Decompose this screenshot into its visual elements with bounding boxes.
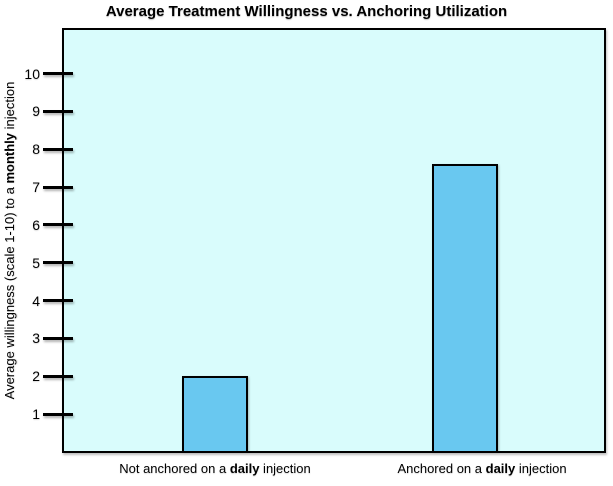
x-label-1-suffix: injection — [259, 461, 311, 476]
y-tick-mark-2 — [43, 374, 73, 378]
y-tick-label-2: 2 — [32, 368, 40, 385]
bar-anchored — [431, 164, 498, 451]
y-axis-title: Average willingness (scale 1-10) to a mo… — [2, 28, 18, 453]
plot-area — [62, 28, 606, 453]
y-axis-title-prefix: Average willingness (scale 1-10) to a — [2, 183, 17, 400]
x-label-2-suffix: injection — [515, 461, 567, 476]
y-tick-mark-10 — [43, 72, 73, 75]
y-tick-mark-5 — [43, 261, 73, 265]
x-tick-label-not-anchored: Not anchored on a daily injection — [65, 461, 365, 476]
y-tick-label-3: 3 — [32, 330, 40, 347]
x-label-1-bold: daily — [229, 461, 260, 476]
y-tick-label-6: 6 — [32, 216, 40, 233]
y-tick-label-5: 5 — [32, 254, 40, 271]
x-tick-label-anchored: Anchored on a daily injection — [332, 461, 613, 476]
y-tick-mark-8 — [43, 147, 73, 151]
y-tick-mark-9 — [43, 109, 73, 113]
x-label-2-bold: daily — [485, 461, 516, 476]
y-tick-label-4: 4 — [32, 292, 40, 309]
y-tick-mark-7 — [43, 185, 73, 189]
y-tick-mark-6 — [43, 223, 73, 227]
x-label-2-prefix: Anchored on a — [397, 461, 486, 476]
y-tick-mark-3 — [43, 336, 73, 340]
y-tick-label-8: 8 — [32, 141, 40, 158]
x-label-1-prefix: Not anchored on a — [119, 461, 230, 476]
y-tick-label-9: 9 — [32, 103, 40, 120]
y-tick-mark-1 — [43, 412, 73, 416]
y-tick-label-10: 10 — [24, 65, 40, 82]
y-tick-label-7: 7 — [32, 179, 40, 196]
y-tick-mark-4 — [43, 299, 73, 303]
chart-title: Average Treatment Willingness vs. Anchor… — [105, 3, 508, 20]
y-tick-label-1: 1 — [32, 406, 40, 423]
bar-not-anchored — [181, 376, 248, 451]
